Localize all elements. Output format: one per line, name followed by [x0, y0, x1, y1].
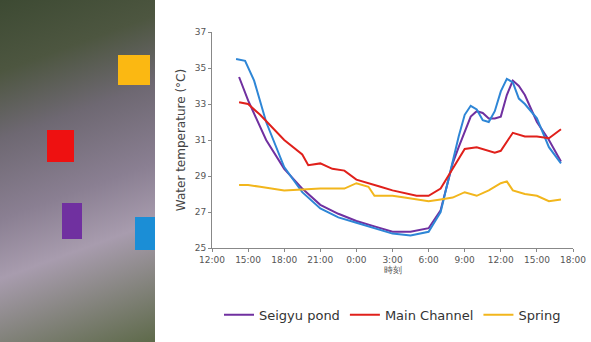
svg-text:3:00: 3:00 — [382, 255, 402, 265]
svg-text:35: 35 — [195, 63, 206, 73]
svg-text:6:00: 6:00 — [418, 255, 438, 265]
svg-text:25: 25 — [195, 243, 206, 253]
svg-text:18:00: 18:00 — [271, 255, 297, 265]
svg-text:27: 27 — [195, 207, 206, 217]
svg-text:29: 29 — [195, 171, 207, 181]
svg-text:0:00: 0:00 — [346, 255, 366, 265]
svg-text:18:00: 18:00 — [560, 255, 586, 265]
svg-text:15:00: 15:00 — [235, 255, 261, 265]
svg-text:12:00: 12:00 — [488, 255, 514, 265]
svg-text:12:00: 12:00 — [199, 255, 225, 265]
svg-text:Spring: Spring — [518, 308, 560, 323]
svg-text:31: 31 — [195, 135, 206, 145]
svg-text:21:00: 21:00 — [307, 255, 333, 265]
svg-text:9:00: 9:00 — [455, 255, 475, 265]
svg-text:15:00: 15:00 — [524, 255, 550, 265]
svg-text:Seigyu pond: Seigyu pond — [259, 308, 340, 323]
svg-text:Main Channel: Main Channel — [385, 308, 474, 323]
svg-text:Water temperature (°C): Water temperature (°C) — [174, 69, 188, 211]
svg-text:時刻: 時刻 — [384, 265, 402, 275]
svg-text:33: 33 — [195, 99, 206, 109]
svg-text:37: 37 — [195, 27, 206, 37]
